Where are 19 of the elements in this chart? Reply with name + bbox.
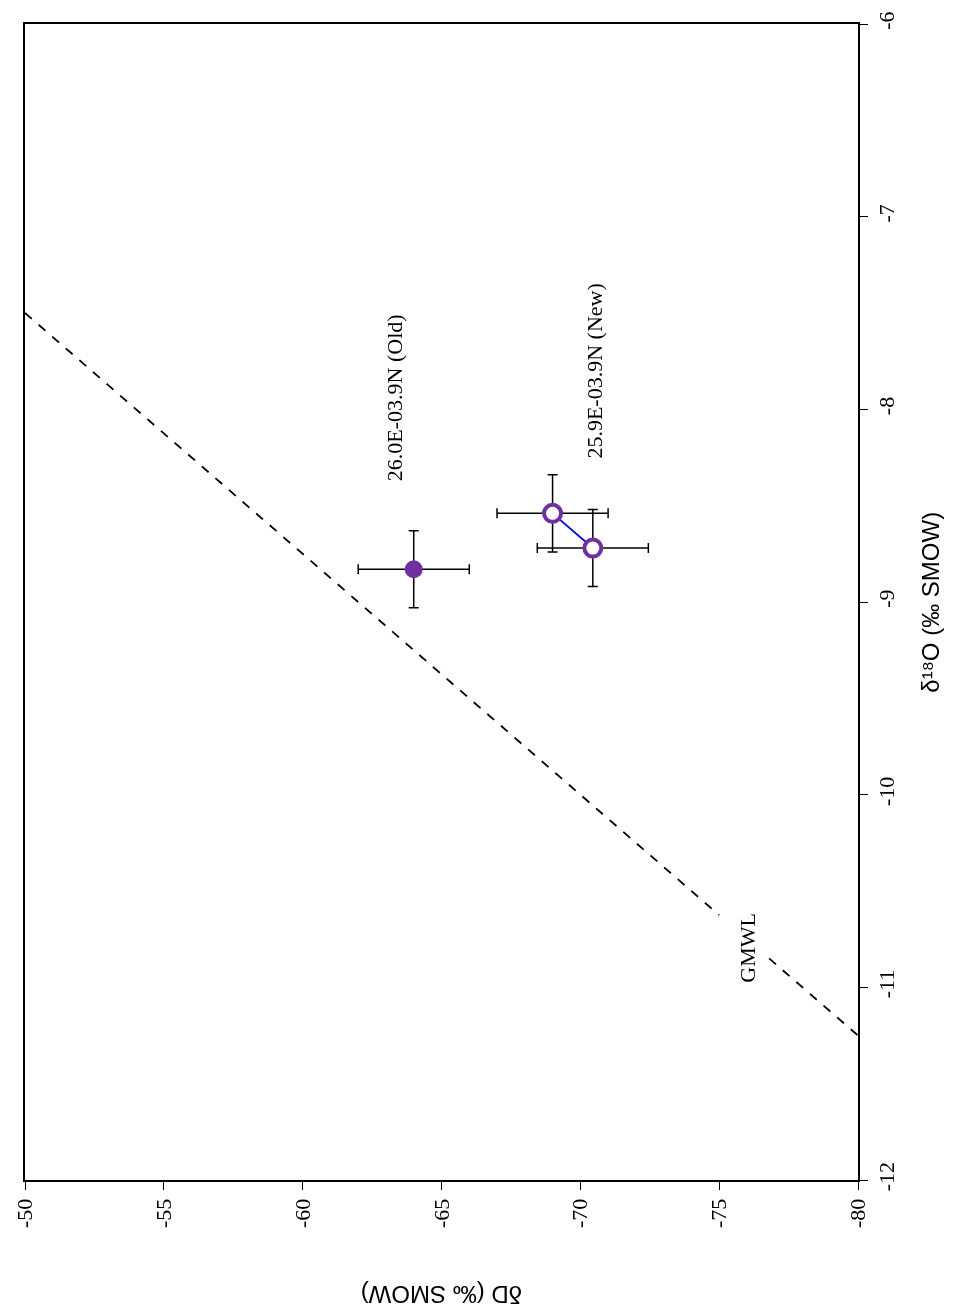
y-tick-label: -7 — [874, 204, 900, 223]
x-tick-label: -75 — [706, 1198, 732, 1229]
annotation: 26.0E-03.9N (Old) — [382, 314, 408, 482]
y-tick-label: -12 — [874, 1162, 900, 1192]
y-tick-label: -10 — [874, 776, 900, 807]
y-axis-title: δ¹⁸O (‰ SMOW) — [916, 511, 944, 693]
x-tick-label: -70 — [567, 1198, 593, 1229]
x-tick-label: -55 — [150, 1198, 176, 1229]
x-tick-label: -80 — [845, 1198, 871, 1229]
y-tick-label: -6 — [874, 11, 900, 30]
x-axis-title: δD (‰ SMOW) — [360, 1280, 522, 1306]
y-tick-label: -8 — [874, 396, 900, 416]
y-tick-label: -11 — [874, 969, 900, 999]
x-tick-label: -50 — [12, 1198, 38, 1229]
annotation: GMWL — [735, 913, 761, 983]
x-tick-label: -65 — [428, 1198, 454, 1229]
x-tick-label: -60 — [289, 1198, 315, 1229]
y-tick-label: -9 — [874, 589, 900, 608]
annotation: 25.9E-03.9N (New) — [581, 283, 607, 459]
